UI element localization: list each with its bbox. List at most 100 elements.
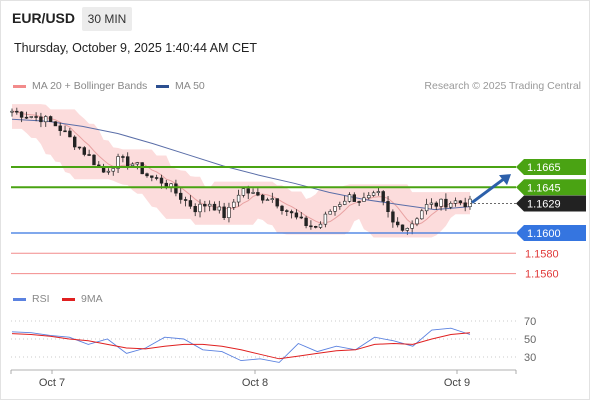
rsi-tick-label: 30	[524, 352, 536, 364]
candle-body	[405, 228, 409, 231]
candle-body	[130, 163, 135, 167]
candle-body	[212, 203, 217, 211]
candle-body	[73, 136, 77, 148]
legend-ma20-label: MA 20 + Bollinger Bands	[32, 80, 148, 92]
candle-body	[448, 203, 453, 208]
resistance-tag-text: 1.1665	[527, 162, 561, 174]
candle-body	[323, 213, 328, 225]
candle-body	[154, 177, 159, 179]
candle-body	[203, 203, 207, 207]
timestamp: Thursday, October 9, 2025 1:40:44 AM CET	[14, 41, 257, 55]
candle-body	[420, 210, 424, 220]
candle-body	[391, 211, 395, 223]
legend-9ma-label: 9MA	[81, 293, 103, 305]
candle-body	[333, 206, 337, 212]
candle-body	[410, 223, 414, 229]
candle-body	[338, 204, 342, 207]
rsi-tick-label: 50	[524, 334, 536, 346]
candle-body	[241, 188, 246, 196]
candle-body	[275, 198, 279, 207]
candle-body	[34, 116, 38, 118]
candle-body	[19, 111, 24, 118]
candle-body	[126, 156, 130, 166]
candle-body	[140, 162, 144, 175]
candle-body	[246, 188, 250, 194]
candle-body	[39, 116, 43, 123]
candle-body	[87, 154, 91, 156]
candle-body	[82, 147, 87, 155]
legend-rsi: RSI	[13, 293, 50, 305]
candle-body	[68, 130, 72, 138]
rsi-tick-label: 70	[524, 316, 536, 328]
legend-rsi-label: RSI	[32, 293, 50, 305]
candle-body	[294, 212, 299, 218]
projection-arrow	[471, 176, 506, 204]
support-label: 1.1560	[525, 269, 559, 281]
candle-body	[145, 173, 149, 177]
candle-body	[415, 218, 419, 225]
candle-body	[352, 194, 356, 202]
candle-body	[285, 210, 289, 212]
bollinger-band	[12, 104, 470, 238]
candle-body	[111, 168, 115, 172]
projection-arrow-head	[499, 174, 511, 186]
candle-body	[309, 225, 313, 228]
legend-9ma-swatch	[62, 297, 75, 301]
candle-body	[357, 201, 361, 203]
candle-body	[304, 217, 308, 226]
candle-body	[439, 198, 443, 207]
candle-body	[53, 121, 58, 127]
candle-body	[193, 206, 197, 213]
candle-body	[362, 197, 366, 202]
candle-body	[468, 198, 472, 208]
rsi-ma-line	[11, 332, 471, 360]
candle-body	[260, 194, 265, 201]
rsi-line	[11, 327, 471, 363]
x-tick-label: Oct 7	[39, 377, 65, 389]
candle-body	[458, 200, 463, 204]
candle-body	[463, 202, 467, 208]
x-tick-label: Oct 9	[444, 377, 470, 389]
candle-body	[208, 203, 212, 207]
candle-body	[179, 192, 183, 200]
candle-body	[429, 202, 434, 205]
candle-body	[280, 205, 284, 212]
symbol-title: EUR/USD	[12, 10, 76, 26]
resistance-tag	[516, 179, 586, 196]
current-price-tag-text: 1.1629	[527, 199, 561, 211]
timeframe-button[interactable]: 30 MIN	[82, 7, 132, 31]
support-label: 1.1580	[525, 248, 559, 260]
candle-body	[299, 216, 303, 219]
candle-body	[236, 194, 241, 203]
candle-body	[217, 206, 221, 211]
pivot-tag	[516, 225, 586, 241]
candle-body	[444, 198, 448, 208]
candle-body	[453, 200, 458, 204]
candle-body	[164, 182, 168, 188]
candle-body	[256, 192, 260, 196]
candle-body	[376, 191, 381, 194]
legend-rsi-swatch	[13, 297, 26, 301]
candle-body	[116, 156, 120, 169]
candle-body	[395, 221, 400, 226]
candle-body	[265, 199, 270, 201]
candle-body	[29, 116, 33, 118]
candle-body	[188, 200, 193, 207]
candle-body	[174, 183, 178, 194]
legend-ma50-label: MA 50	[175, 80, 205, 92]
candle-body	[227, 207, 231, 219]
candle-body	[289, 211, 294, 214]
candle-body	[10, 110, 14, 113]
candle-body	[318, 223, 323, 228]
resistance-tag-text: 1.1645	[527, 182, 561, 194]
pivot-tag-text: 1.1600	[527, 228, 561, 240]
candle-body	[270, 198, 274, 201]
candle-body	[386, 201, 390, 212]
legend-9ma: 9MA	[62, 293, 103, 305]
research-credit: Research © 2025 Trading Central	[424, 80, 581, 92]
candle-body	[198, 203, 202, 213]
candle-body	[424, 204, 429, 212]
candle-body	[135, 162, 139, 165]
candle-body	[342, 200, 347, 205]
candle-body	[63, 130, 67, 133]
